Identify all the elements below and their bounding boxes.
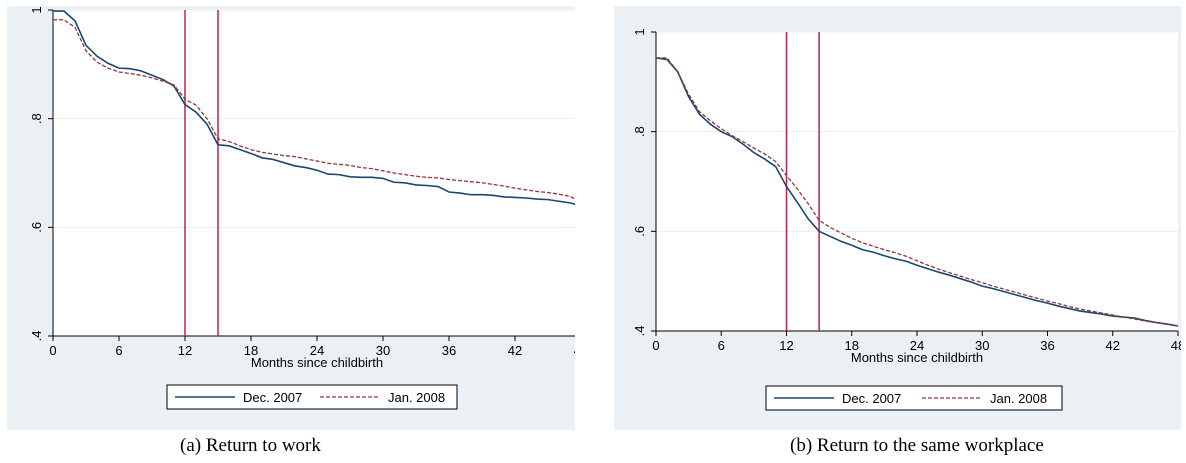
legend: Dec. 2007 Jan. 2008 (765, 385, 1063, 411)
x-axis-title: Months since childbirth (251, 355, 383, 370)
y-tick-label: .8 (632, 126, 647, 137)
x-tick-label: 24 (310, 343, 324, 358)
legend-label: Jan. 2008 (388, 390, 445, 405)
legend-label: Dec. 2007 (243, 390, 302, 405)
x-tick-label: 18 (845, 338, 859, 353)
y-tick-label: .8 (29, 113, 44, 124)
x-tick-label: 12 (779, 338, 793, 353)
panel-return-to-work: .4 .6 .8 1 0 6 12 18 24 30 36 42 48 Months since chil… (7, 6, 575, 430)
x-tick-label: 12 (178, 343, 192, 358)
x-tick-label: 42 (1106, 338, 1120, 353)
legend-label: Dec. 2007 (842, 391, 901, 406)
y-tick-label: .6 (632, 226, 647, 237)
x-tick-label: 42 (508, 343, 522, 358)
plot-area (656, 32, 1178, 331)
series-line-jan-2008 (53, 19, 575, 200)
chart-return-to-same-workplace: .4 .6 .8 1 0 6 12 18 24 30 36 42 48 Months since chil… (632, 28, 1181, 411)
x-axis-title: Months since childbirth (851, 350, 983, 365)
chart-return-to-work: .4 .6 .8 1 0 6 12 18 24 30 36 42 48 Months since chil… (29, 6, 575, 410)
x-tick-label: 30 (975, 338, 989, 353)
caption-b: (b) Return to the same workplace (790, 435, 1044, 456)
legend: Dec. 2007 Jan. 2008 (166, 384, 458, 410)
x-tick-label: 6 (115, 343, 122, 358)
x-tick-label: 18 (244, 343, 258, 358)
y-tick-label: .6 (29, 222, 44, 233)
y-tick-label: .4 (632, 326, 647, 337)
panel-return-to-same-workplace: .4 .6 .8 1 0 6 12 18 24 30 36 42 48 Months since chil… (614, 6, 1181, 430)
plot-area (53, 10, 575, 336)
series-line-dec-2007 (655, 57, 1179, 327)
series-line-jan-2008 (656, 57, 1179, 327)
series-line-dec-2007 (53, 10, 575, 205)
x-tick-label: 36 (442, 343, 456, 358)
caption-a: (a) Return to work (180, 435, 321, 456)
x-tick-label: 48 (1171, 338, 1181, 353)
x-tick-label: 48 (574, 343, 575, 358)
legend-label: Jan. 2008 (990, 391, 1047, 406)
y-tick-label: 1 (632, 28, 647, 35)
x-tick-label: 24 (910, 338, 924, 353)
y-tick-label: 1 (29, 6, 44, 13)
x-tick-label: 36 (1040, 338, 1054, 353)
x-tick-label: 6 (718, 338, 725, 353)
x-tick-label: 0 (49, 343, 56, 358)
x-tick-label: 30 (376, 343, 390, 358)
x-tick-label: 0 (652, 338, 659, 353)
y-tick-label: .4 (29, 331, 44, 342)
